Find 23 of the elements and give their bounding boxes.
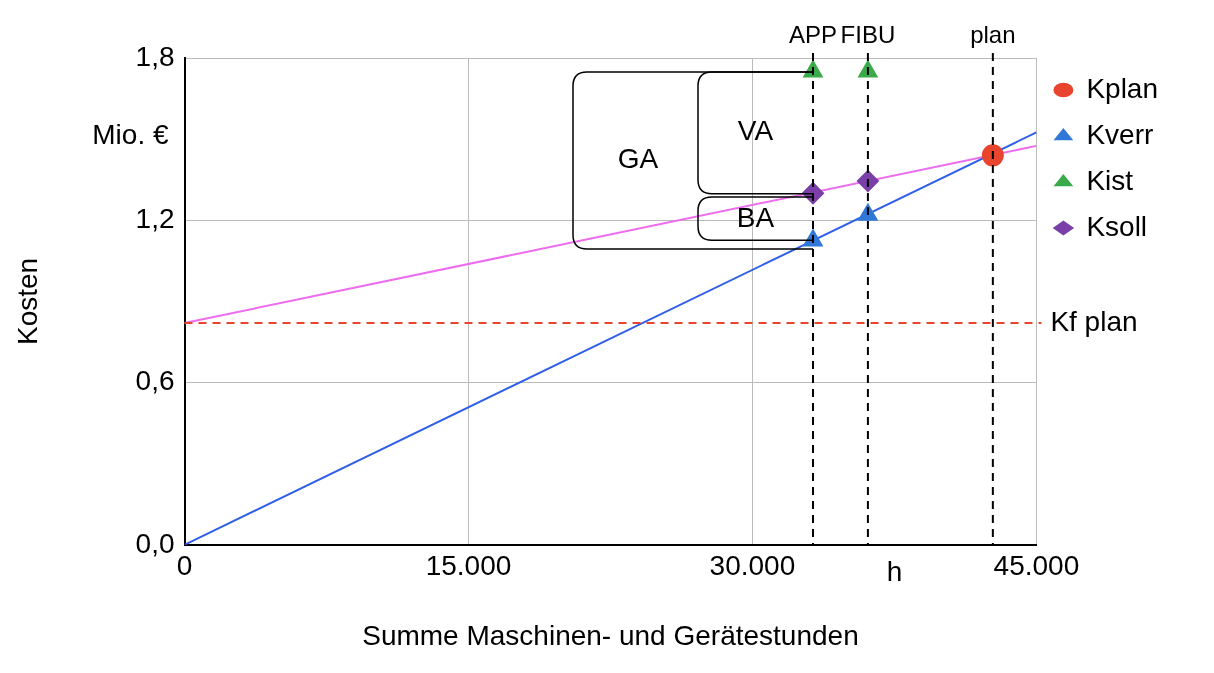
annotation: BA [736, 201, 775, 233]
legend-label: Kist [1086, 164, 1134, 196]
legend-label: Kplan [1086, 72, 1159, 104]
x-tick-label: 30.000 [709, 550, 796, 582]
text: Mio. € [92, 118, 169, 150]
x-axis-title: Summe Maschinen- und Gerätestunden [362, 619, 859, 651]
ref-line-label: Kf plan [1050, 305, 1138, 337]
ref-line-label: FIBU [840, 20, 896, 48]
x-tick-label: 0 [176, 550, 193, 582]
annotation: GA [617, 142, 659, 174]
y-tick-label: 1,8 [135, 40, 175, 72]
ref-line-label: plan [970, 20, 1016, 48]
x-tick-label: 45.000 [993, 550, 1080, 582]
y-axis-title: Kosten [11, 257, 43, 345]
ref-line-label: APP [788, 20, 838, 48]
text: h [886, 555, 903, 587]
legend-label: Kverr [1086, 118, 1154, 150]
annotation: VA [737, 115, 774, 147]
x-tick-label: 15.000 [425, 550, 512, 582]
y-tick-label: 0,6 [135, 365, 175, 397]
legend-label: Ksoll [1086, 210, 1148, 242]
y-tick-label: 1,2 [135, 202, 175, 234]
y-tick-label: 0,0 [135, 527, 175, 559]
